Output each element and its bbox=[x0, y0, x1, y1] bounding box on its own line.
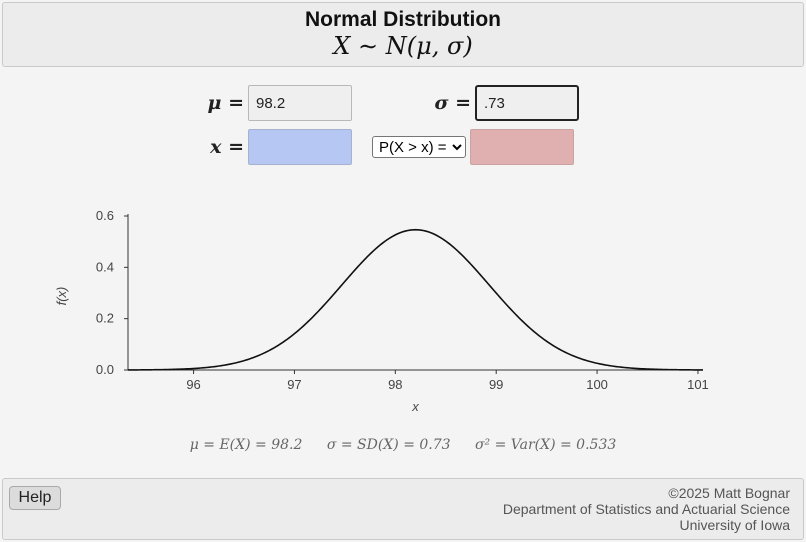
header-panel: Normal Distribution X ∼ N(μ, σ) bbox=[2, 2, 804, 67]
x-tick-label: 101 bbox=[687, 377, 709, 392]
sigma-input[interactable] bbox=[475, 85, 579, 121]
mu-row: μ = bbox=[200, 85, 352, 121]
sigma-label: σ = bbox=[434, 92, 471, 114]
x-tick-label: 98 bbox=[388, 377, 402, 392]
x-tick-label: 99 bbox=[489, 377, 503, 392]
variance-stat: σ² = Var(X) = 0.533 bbox=[475, 437, 617, 453]
help-button[interactable]: Help bbox=[9, 486, 61, 510]
footer-panel: Help ©2025 Matt Bognar Department of Sta… bbox=[2, 478, 804, 540]
y-axis-label: f(x) bbox=[54, 287, 69, 306]
copyright-text: ©2025 Matt Bognar bbox=[668, 485, 790, 501]
x-row: x = bbox=[200, 129, 352, 165]
probability-row: P(X > x) = bbox=[372, 129, 574, 165]
summary-stats: μ = E(X) = 98.2 σ = SD(X) = 0.73 σ² = Va… bbox=[0, 437, 806, 453]
density-chart: 0.0 0.2 0.4 0.6 96 97 98 99 100 101 x f(x) bbox=[54, 208, 709, 414]
y-tick-label: 0.0 bbox=[96, 362, 114, 377]
x-tick-label: 97 bbox=[287, 377, 301, 392]
sd-stat: σ = SD(X) = 0.73 bbox=[326, 437, 451, 453]
probability-type-select[interactable]: P(X > x) = bbox=[372, 136, 466, 158]
mu-label: μ = bbox=[207, 92, 244, 114]
mean-stat: μ = E(X) = 98.2 bbox=[189, 437, 303, 453]
x-tick-label: 100 bbox=[586, 377, 608, 392]
density-curve bbox=[127, 228, 704, 371]
y-tick-label: 0.2 bbox=[96, 311, 114, 326]
x-label: x = bbox=[210, 136, 244, 158]
x-axis-label: x bbox=[411, 399, 419, 414]
page-title: Normal Distribution bbox=[304, 8, 501, 31]
distribution-formula: X ∼ N(μ, σ) bbox=[333, 32, 473, 60]
probability-output[interactable] bbox=[470, 129, 574, 165]
university-text: University of Iowa bbox=[679, 517, 790, 533]
x-input[interactable] bbox=[248, 129, 352, 165]
department-text: Department of Statistics and Actuarial S… bbox=[502, 501, 790, 517]
y-tick-label: 0.6 bbox=[96, 208, 114, 223]
credits: ©2025 Matt Bognar Department of Statisti… bbox=[503, 485, 790, 533]
y-tick-label: 0.4 bbox=[96, 259, 114, 274]
sigma-row: σ = bbox=[426, 85, 579, 121]
x-tick-label: 96 bbox=[186, 377, 200, 392]
mu-input[interactable] bbox=[248, 85, 352, 121]
